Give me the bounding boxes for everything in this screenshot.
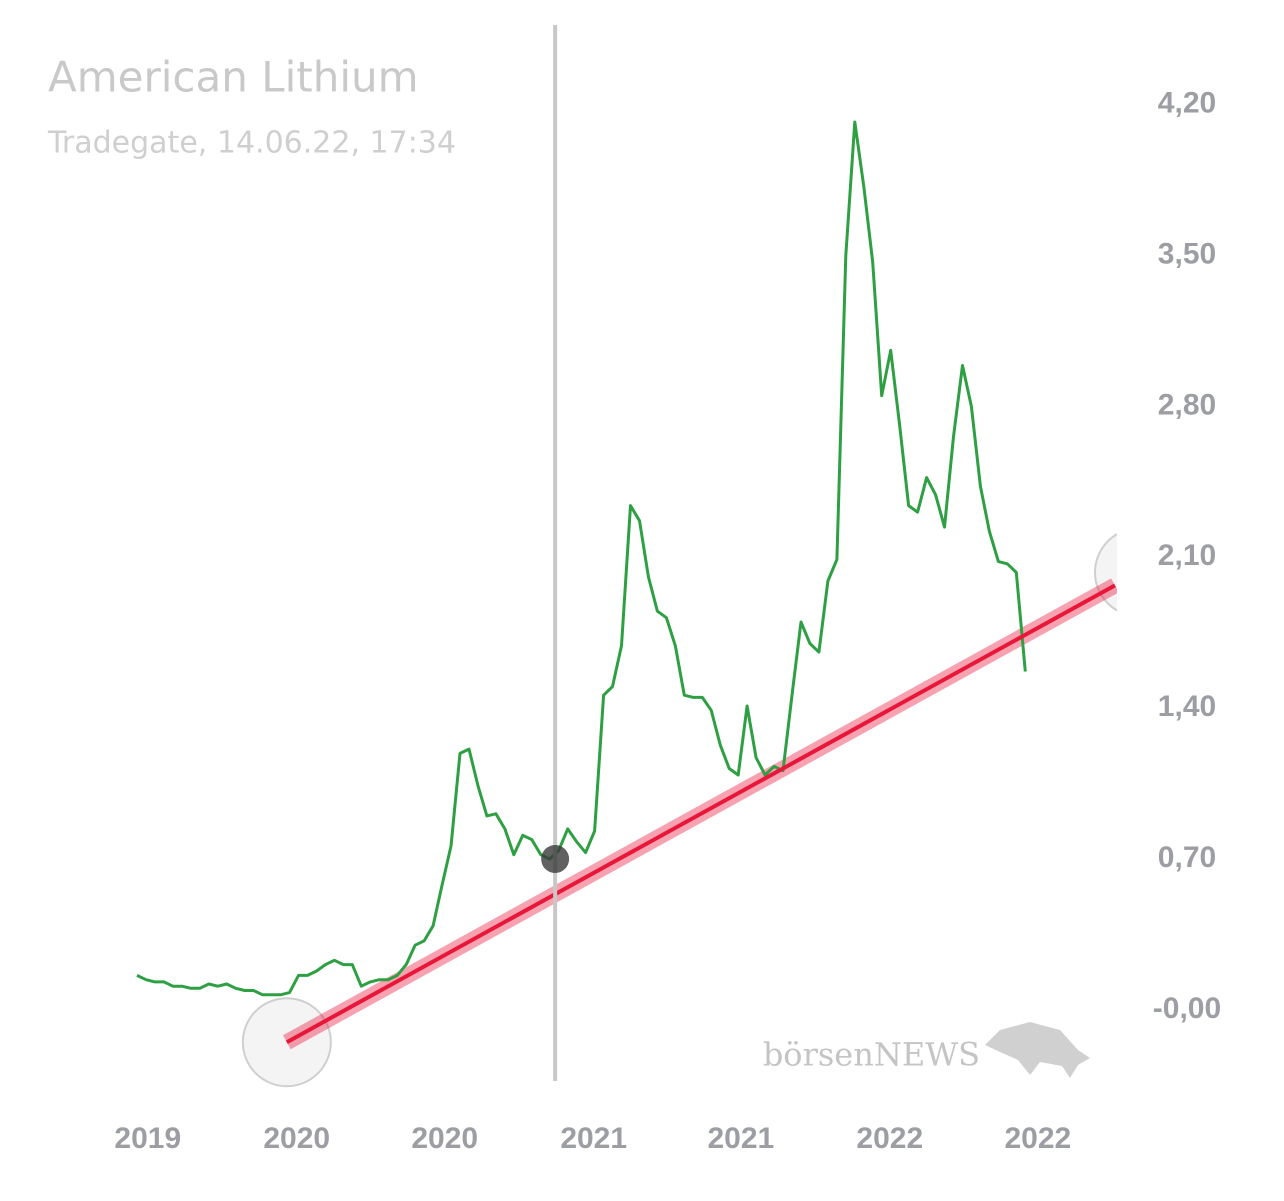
x-tick-label: 2021 — [560, 1122, 627, 1155]
x-tick-label: 2022 — [856, 1122, 923, 1155]
x-tick-label: 2020 — [263, 1122, 330, 1155]
x-tick-label: 2022 — [1004, 1122, 1071, 1155]
y-tick-label: 4,20 — [1158, 87, 1216, 120]
watermark-logo — [985, 1022, 1090, 1078]
x-tick-label: 2021 — [707, 1122, 774, 1155]
chart-subtitle: Tradegate, 14.06.22, 17:34 — [47, 126, 456, 161]
y-tick-label: 1,40 — [1158, 690, 1216, 723]
y-tick-label: 3,50 — [1158, 238, 1216, 271]
trendline — [285, 583, 1116, 1044]
y-tick-label: 2,10 — [1158, 539, 1216, 572]
watermark: börsenNEWS — [763, 1036, 980, 1074]
x-tick-label: 2020 — [411, 1122, 478, 1155]
plot — [136, 120, 1117, 1088]
y-tick-label: -0,00 — [1153, 992, 1221, 1025]
chart-title: American Lithium — [48, 53, 419, 102]
x-tick-label: 2019 — [114, 1122, 181, 1155]
crosshair-dot — [541, 845, 570, 874]
price-line — [136, 120, 1027, 997]
y-tick-label: 0,70 — [1158, 841, 1216, 874]
y-tick-label: 2,80 — [1158, 388, 1216, 421]
